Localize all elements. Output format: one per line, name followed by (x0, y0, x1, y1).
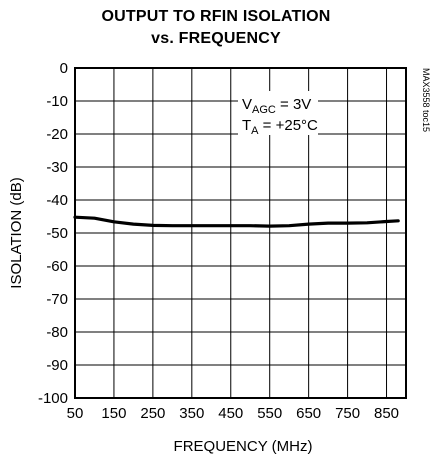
y-axis-label: ISOLATION (dB) (8, 177, 25, 288)
plot-frame (74, 67, 407, 399)
chart-title-line-2: vs. FREQUENCY (151, 30, 281, 47)
y-tick-label: -10 (46, 93, 68, 110)
x-tick-label: 350 (179, 405, 204, 422)
x-tick-label: 250 (140, 405, 165, 422)
y-tick-label: -60 (46, 258, 68, 275)
y-tick-label: -20 (46, 126, 68, 143)
x-tick-label: 750 (335, 405, 360, 422)
series-line (73, 215, 400, 228)
x-tick-label: 650 (296, 405, 321, 422)
y-tick-label: -50 (46, 225, 68, 242)
y-tick-label: -80 (46, 324, 68, 341)
x-tick-labels: 50 150 250 350 450 550 650 750 850 (67, 405, 399, 422)
y-tick-label: 0 (60, 60, 68, 77)
figure-id-label: MAX3558 toc15 (421, 68, 431, 132)
y-tick-label: -70 (46, 291, 68, 308)
y-tick-label: -90 (46, 357, 68, 374)
x-tick-label: 50 (67, 405, 84, 422)
x-tick-label: 850 (374, 405, 399, 422)
annotation-vagc: VAGC = 3V (242, 96, 311, 116)
y-tick-label: -40 (46, 192, 68, 209)
y-tick-labels: 0 -10 -20 -30 -40 -50 -60 -70 -80 -90 -100 (38, 60, 68, 407)
x-tick-label: 450 (218, 405, 243, 422)
chart-title-line-1: OUTPUT TO RFIN ISOLATION (101, 8, 331, 25)
annotation-ta: TA = +25°C (242, 117, 318, 137)
y-tick-label: -100 (38, 390, 68, 407)
x-tick-label: 150 (101, 405, 126, 422)
x-tick-label: 550 (257, 405, 282, 422)
y-tick-label: -30 (46, 159, 68, 176)
data-series (73, 215, 400, 228)
x-axis-label: FREQUENCY (MHz) (174, 438, 313, 455)
annotation-box: VAGC = 3V TA = +25°C (238, 91, 318, 137)
